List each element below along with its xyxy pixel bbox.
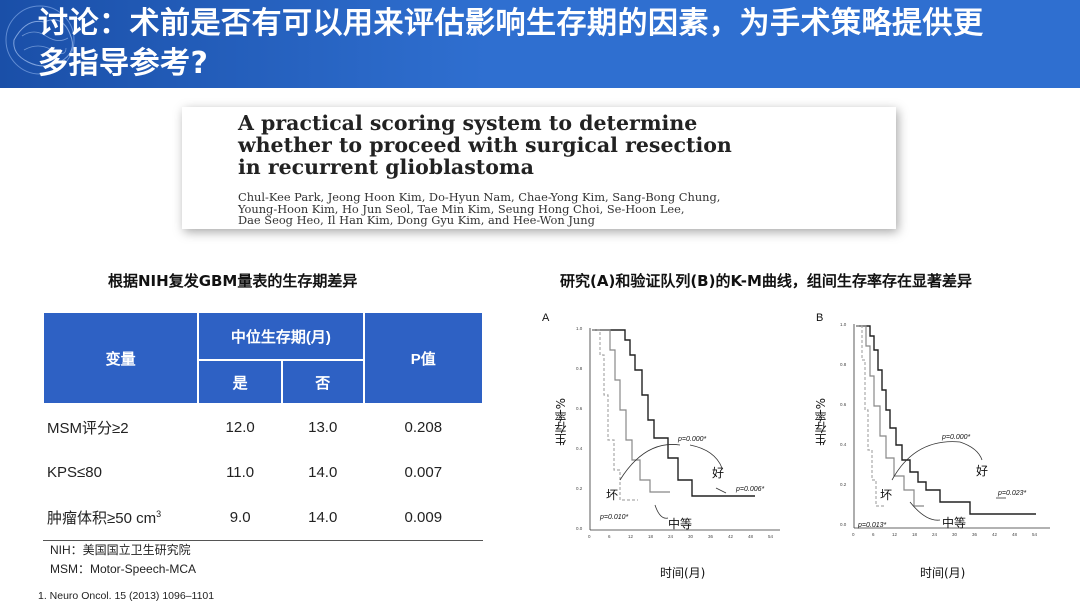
x-tick: 12 bbox=[628, 534, 634, 539]
row-yes-value: 12.0 bbox=[225, 419, 255, 436]
y-tick: 0.6 bbox=[576, 406, 583, 411]
label-bad: 坏 bbox=[880, 488, 893, 502]
row-yes-value: 11.0 bbox=[226, 464, 255, 481]
p-value-3: p=0.013* bbox=[858, 522, 887, 529]
reference: 1. Neuro Oncol. 15 (2013) 1096–1101 bbox=[38, 590, 215, 602]
y-tick: 0.6 bbox=[840, 402, 847, 407]
row-variable: MSM评分≥2 bbox=[47, 420, 129, 437]
table-row: 肿瘤体积≥50 cm3 9.0 14.0 0.009 bbox=[43, 495, 483, 541]
label-good: 好 bbox=[712, 466, 725, 480]
y-tick: 0.2 bbox=[576, 486, 583, 491]
x-tick: 0 bbox=[588, 534, 591, 539]
header-p-value: P值 bbox=[362, 311, 485, 405]
p-value-2: p=0.023* bbox=[998, 490, 1027, 497]
x-tick: 54 bbox=[1032, 532, 1038, 537]
paper-citation-card: A practical scoring system to determine … bbox=[182, 107, 896, 229]
title-line-1: 讨论：术前是否有可以用来评估影响生存期的因素，为手术策略提供更 bbox=[38, 6, 984, 41]
x-tick: 36 bbox=[708, 534, 714, 539]
label-good: 好 bbox=[976, 464, 989, 478]
x-tick: 6 bbox=[872, 532, 875, 537]
x-tick: 42 bbox=[992, 532, 998, 537]
x-axis-label: 时间(月) bbox=[920, 566, 966, 580]
x-tick: 6 bbox=[608, 534, 611, 539]
y-tick: 0.2 bbox=[840, 482, 847, 487]
km-curves-b bbox=[853, 324, 1050, 529]
row-variable-text: 肿瘤体积≥50 cm bbox=[47, 510, 157, 527]
header-no: 否 bbox=[280, 359, 365, 405]
authors-line-3: Dae Seog Heo, Il Han Kim, Dong Gyu Kim, … bbox=[238, 213, 595, 227]
label-medium: 中等 bbox=[668, 517, 693, 531]
paper-title-line-2: whether to proceed with surgical resecti… bbox=[238, 133, 732, 157]
row-no-value: 14.0 bbox=[281, 495, 364, 541]
header-variable: 变量 bbox=[41, 311, 200, 405]
y-tick: 0.4 bbox=[840, 442, 847, 447]
x-tick: 30 bbox=[688, 534, 694, 539]
km-panel-a: A 生存率% 1.0 0.8 0.6 0.4 0.2 0.0 p=0.000* … bbox=[540, 310, 790, 580]
note-msm: MSM：Motor-Speech-MCA bbox=[50, 562, 197, 576]
y-tick: 0.0 bbox=[576, 526, 583, 531]
x-tick: 24 bbox=[668, 534, 674, 539]
row-no-value: 14.0 bbox=[308, 464, 338, 481]
km-curves-a bbox=[589, 328, 780, 531]
label-bad: 坏 bbox=[606, 488, 619, 502]
panel-letter: A bbox=[542, 312, 550, 324]
brain-graphic-icon bbox=[5, 5, 75, 75]
superscript: 3 bbox=[156, 509, 162, 519]
x-tick: 0 bbox=[852, 532, 855, 537]
row-variable: 肿瘤体积≥50 cm3 bbox=[43, 495, 199, 541]
table-row: KPS≤80 11.0 14.0 0.007 bbox=[43, 450, 483, 495]
row-p-value: 0.208 bbox=[404, 419, 443, 436]
header-bar: 讨论：术前是否有可以用来评估影响生存期的因素，为手术策略提供更 多指导参考? bbox=[0, 0, 1080, 88]
x-tick: 36 bbox=[972, 532, 978, 537]
x-tick: 24 bbox=[932, 532, 938, 537]
table-section-title: 根据NIH复发GBM量表的生存期差异 bbox=[108, 272, 358, 290]
paper-title-line-1: A practical scoring system to determine bbox=[238, 111, 698, 135]
note-nih: NIH：美国国立卫生研究院 bbox=[50, 543, 191, 557]
survival-table: 变量 中位生存期(月) P值 是 否 MSM评分≥2 12.0 13.0 0.2… bbox=[41, 311, 485, 541]
row-variable: KPS≤80 bbox=[47, 464, 102, 481]
y-tick: 0.8 bbox=[840, 362, 847, 367]
y-tick: 0.8 bbox=[576, 366, 583, 371]
x-tick: 12 bbox=[892, 532, 898, 537]
authors-line-1: Chul-Kee Park, Jeong Hoon Kim, Do-Hyun N… bbox=[238, 190, 721, 204]
x-tick: 48 bbox=[1012, 532, 1018, 537]
paper-title-line-3: in recurrent glioblastoma bbox=[238, 155, 534, 179]
row-yes-value: 9.0 bbox=[198, 495, 282, 541]
panel-letter: B bbox=[816, 312, 824, 324]
x-tick: 30 bbox=[952, 532, 958, 537]
row-p-value: 0.007 bbox=[404, 464, 443, 481]
x-tick: 54 bbox=[768, 534, 774, 539]
page-title: 讨论：术前是否有可以用来评估影响生存期的因素，为手术策略提供更 多指导参考? bbox=[38, 4, 1068, 84]
table-row: MSM评分≥2 12.0 13.0 0.208 bbox=[43, 404, 483, 450]
header-median-survival: 中位生存期(月) bbox=[197, 311, 365, 361]
x-tick: 42 bbox=[728, 534, 734, 539]
paper-authors: Chul-Kee Park, Jeong Hoon Kim, Do-Hyun N… bbox=[238, 190, 888, 227]
label-medium: 中等 bbox=[942, 516, 967, 530]
y-tick: 0.0 bbox=[840, 522, 847, 527]
y-tick: 1.0 bbox=[576, 326, 583, 331]
paper-title: A practical scoring system to determine … bbox=[238, 112, 878, 178]
p-value-2: p=0.006* bbox=[736, 486, 765, 493]
km-section-title: 研究(A)和验证队列(B)的K-M曲线，组间生存率存在显著差异 bbox=[560, 272, 972, 290]
x-axis-label: 时间(月) bbox=[660, 566, 706, 580]
title-line-2: 多指导参考? bbox=[38, 46, 209, 81]
authors-line-2: Young-Hoon Kim, Ho Jun Seol, Tae Min Kim… bbox=[238, 201, 685, 216]
y-tick: 1.0 bbox=[840, 322, 847, 327]
x-tick: 18 bbox=[648, 534, 654, 539]
x-tick: 18 bbox=[912, 532, 918, 537]
header-yes: 是 bbox=[197, 359, 283, 405]
x-tick: 48 bbox=[748, 534, 754, 539]
p-value-1: p=0.000* bbox=[678, 436, 707, 443]
row-no-value: 13.0 bbox=[308, 419, 338, 436]
y-tick: 0.4 bbox=[576, 446, 583, 451]
row-p-value: 0.009 bbox=[363, 495, 483, 541]
p-value-3: p=0.010* bbox=[600, 514, 629, 521]
km-panel-b: B 生存率% 1.0 0.8 0.6 0.4 0.2 0.0 p=0.000* … bbox=[810, 310, 1060, 580]
p-value-1: p=0.000* bbox=[942, 434, 971, 441]
